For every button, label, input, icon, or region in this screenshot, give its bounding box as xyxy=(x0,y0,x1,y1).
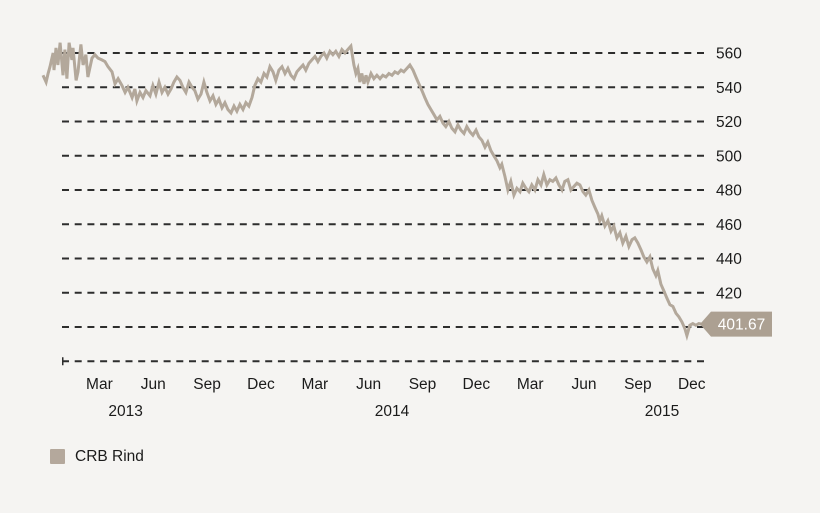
year-label: 2014 xyxy=(375,403,410,420)
y-tick-label: 420 xyxy=(716,285,742,302)
legend-label: CRB Rind xyxy=(75,448,144,465)
series-line xyxy=(41,42,703,342)
x-tick-label: Dec xyxy=(678,376,706,393)
x-tick-label: Sep xyxy=(624,376,652,393)
x-tick-label: Mar xyxy=(86,376,113,393)
legend-swatch-icon xyxy=(50,449,65,464)
x-tick-label: Jun xyxy=(356,376,381,393)
y-tick-label: 500 xyxy=(716,148,742,165)
last-value-label: 401.67 xyxy=(718,317,765,334)
year-label: 2015 xyxy=(645,403,679,420)
x-tick-label: Sep xyxy=(409,376,437,393)
year-label: 2013 xyxy=(108,403,142,420)
y-tick-label: 460 xyxy=(716,217,742,234)
y-tick-label: 480 xyxy=(716,183,742,200)
y-tick-label: 520 xyxy=(716,114,742,131)
x-tick-label: Dec xyxy=(463,376,491,393)
y-tick-label: 560 xyxy=(716,46,742,63)
x-tick-label: Mar xyxy=(301,376,328,393)
x-tick-label: Dec xyxy=(247,376,275,393)
y-tick-label: 540 xyxy=(716,80,742,97)
x-tick-label: Sep xyxy=(193,376,221,393)
x-tick-label: Mar xyxy=(517,376,544,393)
x-tick-label: Jun xyxy=(572,376,597,393)
x-tick-label: Jun xyxy=(141,376,166,393)
y-tick-label: 440 xyxy=(716,251,742,268)
legend-item-crb-rind[interactable]: CRB Rind xyxy=(50,449,144,464)
last-value-callout xyxy=(700,311,772,337)
